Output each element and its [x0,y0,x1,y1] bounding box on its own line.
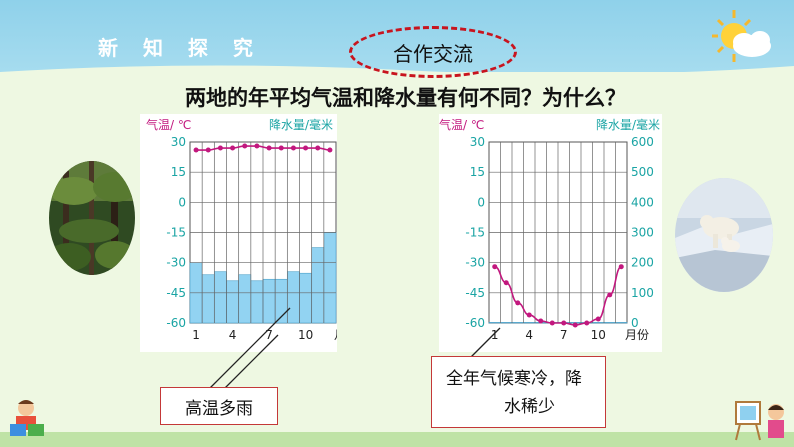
discussion-tag: 合作交流 [349,26,517,78]
temp-tick-label: -45 [166,286,186,300]
sun-cloud-icon [712,10,771,62]
temperature-point [584,320,590,326]
temp-tick-label: -30 [166,256,186,270]
precip-bar [250,280,264,324]
precip-bar [274,278,288,324]
precip-bar [603,322,616,324]
precip-tick-label: 600 [631,135,654,149]
month-unit-label: 月份 [334,328,337,342]
temperature-point [242,143,248,149]
precip-axis-title: 降水量/毫米 [595,118,660,132]
precip-bar [214,271,227,324]
month-tick-label: 10 [298,328,313,342]
temperature-point [607,292,613,298]
month-tick-label: 4 [525,328,533,342]
temp-axis-title: 气温/ ℃ [146,118,192,132]
kid-reading-icon [10,400,44,436]
callout-polar: 全年气候寒冷，降 水稀少 [431,356,606,428]
precip-bar [201,274,215,324]
rainforest-photo [49,161,135,275]
temperature-point [254,143,260,149]
temp-tick-label: -60 [166,316,186,330]
temp-tick-label: 30 [470,135,485,149]
month-tick-label: 1 [491,328,499,342]
month-tick-label: 4 [229,328,237,342]
temperature-point [315,145,321,151]
precip-tick-label: 200 [631,256,654,270]
temperature-point [561,320,567,326]
chart-svg-polar: 30 15 0 -15 -30 -45 -60 600 500 400 300 200 100 0 1 4 7 1… [465,135,654,342]
temperature-point [572,322,578,328]
callout-polar-line1: 全年气候寒冷，降 [446,369,582,389]
temp-tick-label: -45 [465,286,485,300]
month-unit-label: 月份 [625,328,649,342]
precip-bar [238,274,252,324]
temp-tick-label: -60 [465,316,485,330]
temp-tick-label: -30 [465,256,485,270]
temperature-point [327,147,333,153]
discussion-tag-label: 合作交流 [393,41,473,66]
month-tick-label: 10 [591,328,606,342]
precip-axis-title: 降水量/毫米 [268,118,333,132]
temperature-point [618,264,624,270]
temperature-point [217,145,223,151]
temp-tick-label: -15 [465,226,485,240]
precip-bar [511,322,524,324]
precip-tick-label: 400 [631,195,654,209]
precip-bar [500,322,513,324]
temperature-point [230,145,236,151]
temperature-point [549,320,555,326]
temperature-point [515,300,521,306]
precip-bar [311,247,325,324]
precip-tick-label: 100 [631,286,654,300]
precip-bar [287,271,300,324]
precip-bar [299,272,312,324]
temp-tick-label: 0 [477,195,485,209]
month-tick-label: 1 [192,328,200,342]
precip-bar [226,280,239,324]
temperature-point [595,316,601,322]
temp-tick-label: 30 [171,135,186,149]
temp-tick-label: 15 [171,165,186,179]
temperature-point [278,145,284,151]
temperature-point [290,145,296,151]
kid-painting-icon [735,401,784,441]
temperature-point [526,312,532,318]
temperature-point [492,264,498,270]
temperature-point [538,318,544,324]
climate-chart-polar: 气温/ ℃ 降水量/毫米 30 15 0 -15 -30 -45 -60 600 500 400 3… [439,114,662,352]
section-title: 新 知 探 究 [98,36,262,60]
temperature-point [205,147,211,153]
precip-bar [323,232,337,324]
precip-tick-label: 500 [631,165,654,179]
polar-bear-photo [675,178,773,292]
temperature-point [266,145,272,151]
month-tick-label: 7 [560,328,568,342]
precip-bar [262,278,276,324]
precip-tick-label: 300 [631,226,654,240]
temp-tick-label: -15 [166,226,186,240]
precip-bar [523,322,536,324]
precip-bar [488,322,501,324]
climate-chart-rainforest: 气温/ ℃ 降水量/毫米 30150-15-30-45-606005004003… [140,114,337,352]
question-text: 两地的年平均气温和降水量有何不同？为什么？ [185,86,626,110]
temperature-point [503,280,509,286]
precip-bar [615,322,628,324]
temp-tick-label: 15 [470,165,485,179]
callout-polar-line2: 水稀少 [504,397,555,417]
temp-axis-title: 气温/ ℃ [439,118,485,132]
temperature-point [193,147,199,153]
chart-svg-rainforest: 30150-15-30-45-6060050040030020010001471… [166,135,337,342]
precip-tick-label: 0 [631,316,639,330]
temp-tick-label: 0 [178,195,186,209]
temperature-point [303,145,309,151]
month-tick-label: 7 [265,328,273,342]
precip-bar [592,322,605,324]
callout-rainforest-text: 高温多雨 [185,398,253,419]
callout-rainforest: 高温多雨 [160,387,278,425]
